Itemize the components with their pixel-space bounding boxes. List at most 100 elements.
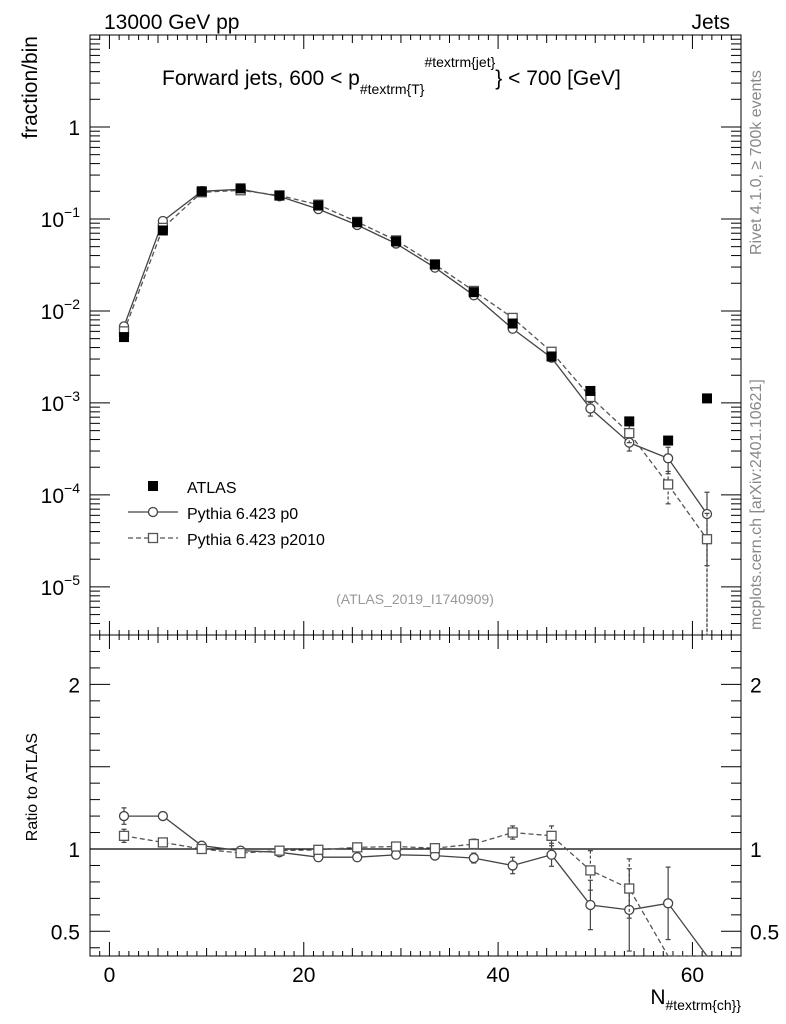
ratio-point-p2010 — [235, 847, 246, 859]
y-tick-label-exponent: −5 — [64, 572, 80, 588]
ratio-point-p0 — [157, 810, 169, 822]
y-tick-label-base: 10 — [41, 577, 64, 600]
plot-title-end: } < 700 [GeV] — [495, 67, 621, 90]
x-axis-label-main: N — [650, 986, 665, 1009]
ratio-point-p2010 — [468, 838, 479, 850]
plot-title-subscript: #textrm{T} — [360, 81, 425, 97]
ratio-point-p2010 — [118, 830, 130, 841]
legend: ATLAS Pythia 6.423 p0 Pythia 6.423 p2010 — [128, 480, 325, 549]
analysis-watermark: (ATLAS_2019_I1740909) — [336, 591, 494, 607]
ratio-point-p0 — [507, 860, 518, 871]
legend-marker-p0 — [147, 506, 159, 518]
x-tick-label: 20 — [292, 964, 315, 987]
y-tick-label-exponent: −2 — [64, 296, 80, 312]
ratio-point-p2010 — [624, 883, 635, 894]
data-point-atlas — [235, 183, 246, 194]
x-tick-label: 60 — [681, 964, 704, 987]
data-point-p2010 — [662, 479, 674, 490]
ratio-line-p0 — [124, 815, 708, 957]
ratio-point-p2010 — [196, 843, 207, 855]
data-point-atlas — [391, 236, 402, 247]
data-point-atlas — [352, 217, 363, 228]
y-tick-label-base: 10 — [41, 301, 64, 324]
ratio-point-p0 — [118, 810, 130, 822]
data-point-atlas — [119, 332, 130, 343]
y-tick-label-exponent: −1 — [64, 204, 80, 220]
data-point-p2010 — [624, 427, 635, 439]
legend-marker-atlas — [148, 481, 158, 491]
header-right-label: Jets — [691, 11, 730, 34]
data-point-atlas — [507, 318, 518, 329]
legend-label: Pythia 6.423 p0 — [187, 506, 298, 523]
ratio-point-p0 — [546, 849, 557, 860]
y-tick-label-main: 10−3 — [41, 388, 81, 416]
legend-label: Pythia 6.423 p2010 — [187, 532, 325, 549]
ratio-point-p2010 — [585, 865, 596, 876]
data-point-atlas — [274, 190, 285, 201]
y-tick-label-exponent: −4 — [64, 480, 80, 496]
data-point-atlas — [429, 259, 440, 270]
mcplots-label: mcplots.cern.ch [arXiv:2401.10621] — [748, 379, 765, 630]
data-point-p0 — [585, 403, 596, 414]
y-tick-label-ratio-left: 2 — [68, 674, 80, 697]
data-point-p2010 — [701, 534, 713, 545]
plot-title-main: Forward jets, 600 < p — [162, 67, 360, 90]
ratio-point-p2010 — [157, 837, 169, 848]
ratio-point-p2010 — [429, 843, 441, 854]
ratio-point-p0 — [352, 852, 363, 863]
main-plot-area — [118, 183, 713, 636]
ratio-point-p0 — [468, 852, 479, 864]
plot-title: Forward jets, 600 < p#textrm{T} #textrm{j… — [162, 54, 621, 97]
ratio-point-p0 — [585, 899, 596, 911]
y-tick-label-base: 10 — [41, 209, 64, 232]
y-tick-label-ratio-left: 0.5 — [51, 921, 80, 944]
y-tick-label-main: 10−5 — [41, 572, 81, 600]
legend-label: ATLAS — [187, 480, 237, 497]
ratio-plot-area — [90, 807, 741, 957]
y-tick-label-base: 10 — [41, 393, 64, 416]
y-tick-label-main: 1 — [68, 117, 80, 140]
ratio-point-p2010 — [507, 827, 518, 838]
x-tick-label: 0 — [104, 964, 116, 987]
data-point-atlas — [701, 393, 712, 404]
y-tick-label-main: 10−2 — [41, 296, 81, 324]
y-tick-label-ratio-right: 1 — [750, 839, 762, 862]
plot-title-superscript: #textrm{jet} — [424, 54, 495, 70]
legend-marker-p2010 — [147, 532, 159, 544]
data-point-atlas — [663, 435, 674, 446]
y-tick-label-ratio-left: 1 — [68, 839, 80, 862]
data-point-atlas — [585, 385, 596, 396]
series-line-p0 — [123, 188, 708, 515]
ratio-point-p2010 — [352, 842, 363, 853]
ratio-point-p0 — [662, 898, 674, 909]
y-tick-label-ratio-right: 2 — [750, 674, 762, 697]
ratio-point-p2010 — [390, 841, 402, 852]
data-point-atlas — [157, 225, 168, 236]
x-axis-label-subscript: #textrm{ch}} — [666, 997, 742, 1013]
data-point-atlas — [624, 416, 635, 427]
ratio-point-p2010 — [546, 830, 557, 841]
y-tick-label-ratio-right: 0.5 — [750, 921, 779, 944]
data-point-atlas — [546, 351, 557, 362]
series-line-p2010 — [123, 189, 708, 540]
x-tick-label: 40 — [486, 964, 509, 987]
y-tick-label-base: 10 — [41, 485, 64, 508]
main-y-axis-label: fraction/bin — [19, 36, 42, 139]
data-point-atlas — [468, 287, 479, 298]
data-point-atlas — [196, 186, 207, 197]
y-tick-label-main: 10−1 — [41, 204, 81, 232]
ratio-y-axis-label: Ratio to ATLAS — [24, 733, 41, 841]
ratio-panel-frame — [89, 634, 742, 957]
y-tick-label-exponent: −3 — [64, 388, 80, 404]
ratio-point-p2010 — [313, 844, 324, 855]
ratio-line-p2010 — [123, 831, 707, 957]
x-axis-label: N#textrm{ch}} — [650, 986, 741, 1013]
ratio-point-p2010 — [274, 845, 285, 856]
data-point-atlas — [313, 200, 324, 211]
rivet-version-label: Rivet 4.1.0, ≥ 700k events — [748, 70, 765, 255]
header-left-label: 13000 GeV pp — [104, 11, 239, 34]
y-tick-label-main: 10−4 — [41, 480, 81, 508]
data-point-p0 — [662, 453, 674, 464]
